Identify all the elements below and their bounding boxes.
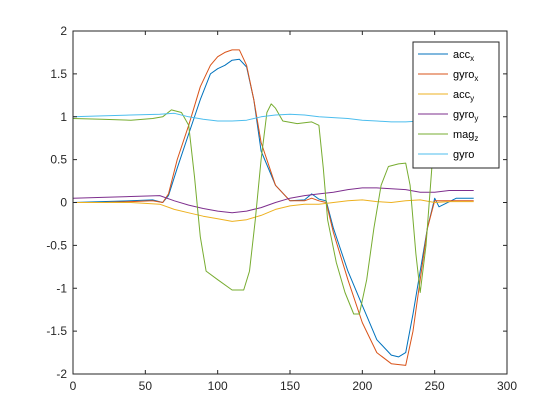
x-tick-label: 250 [425, 379, 445, 393]
legend-label-subscript: x [470, 54, 474, 63]
y-tick-label: 0.5 [50, 153, 67, 167]
legend-label: gyroy [453, 109, 478, 123]
legend-box [412, 41, 500, 169]
y-tick-label: -1.5 [46, 324, 67, 338]
series-line-acc-y-2 [73, 199, 474, 222]
y-tick-label: 0 [60, 196, 67, 210]
x-tick-label: 100 [208, 379, 228, 393]
x-tick-label: 0 [70, 379, 77, 393]
legend-label: accx [453, 49, 474, 63]
x-tick-label: 200 [352, 379, 372, 393]
y-tick-label: 1 [60, 110, 67, 124]
legend-label-subscript: y [474, 114, 478, 123]
legend-label: gyrox [453, 69, 478, 83]
legend-label-subscript: z [474, 134, 478, 143]
x-tick-label: 50 [139, 379, 153, 393]
legend: accx gyrox accy gyroy magz gyro [412, 41, 500, 169]
series-line-gyro-y-3 [72, 187, 474, 214]
series-layer [72, 49, 474, 366]
series-line-gyro-5 [72, 112, 474, 123]
legend-label: gyro [453, 149, 474, 161]
legend-label-subscript: y [470, 94, 474, 103]
series-line-mag-z-4 [72, 103, 439, 315]
tick-layer: 0 50 100 150 200 250 300 -2 -1.5 -1 -0.5 0 0.5 1 1.5 2 [46, 24, 517, 393]
legend-label: accy [453, 89, 474, 103]
legend-label-subscript: x [474, 74, 478, 83]
x-tick-label: 150 [280, 379, 300, 393]
y-tick-label: 2 [60, 24, 67, 38]
series-line-gyro-x-1 [73, 49, 474, 366]
y-tick-label: -2 [56, 367, 67, 381]
legend-label: magz [453, 129, 478, 143]
x-tick-label: 300 [497, 379, 517, 393]
y-tick-label: 1.5 [50, 67, 67, 81]
y-tick-label: -0.5 [46, 238, 67, 252]
y-tick-label: -1 [56, 281, 67, 295]
